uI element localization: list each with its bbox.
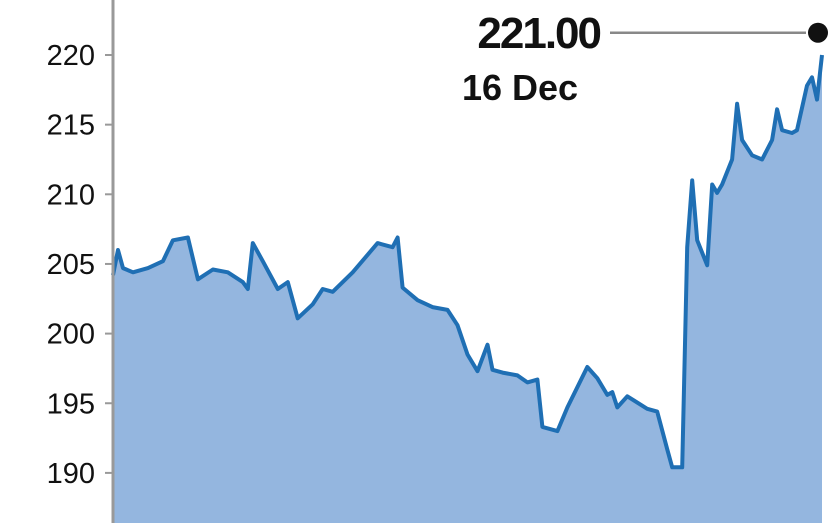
- y-tick-label: 215: [47, 110, 95, 142]
- y-tick-label: 195: [47, 388, 95, 420]
- y-tick-label: 200: [47, 319, 95, 351]
- price-line: [111, 54, 824, 470]
- y-tick-label: 190: [47, 458, 95, 490]
- y-tick-label: 220: [47, 40, 95, 72]
- price-area-fill: [113, 55, 822, 523]
- y-tick-label: 210: [47, 179, 95, 211]
- y-axis-ticks: 190 195 200 205 210 215 220: [47, 40, 113, 490]
- y-tick-label: 205: [47, 249, 95, 281]
- last-value-marker: [808, 22, 828, 43]
- annotation-value: 221.00: [477, 9, 600, 58]
- annotation-date: 16 Dec: [462, 67, 578, 108]
